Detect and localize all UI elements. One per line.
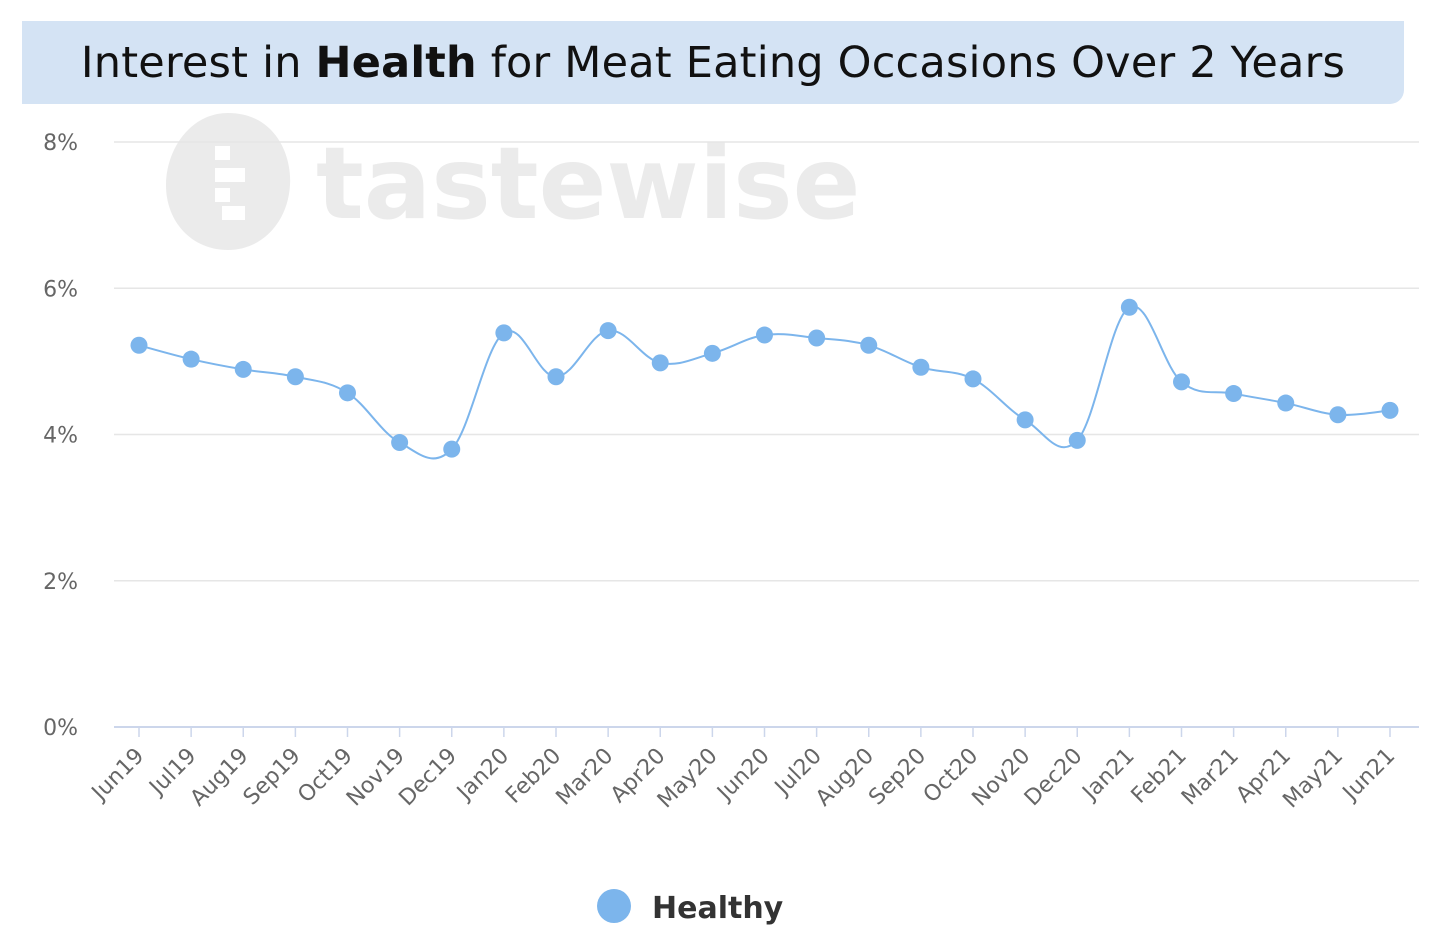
x-tick-label: Jan21 bbox=[1077, 744, 1140, 807]
y-tick-label: 0% bbox=[43, 716, 78, 741]
data-point-dec19[interactable] bbox=[443, 440, 461, 458]
chart-title-bold: Health bbox=[315, 37, 477, 88]
x-tick-label: Aug20 bbox=[811, 744, 879, 812]
data-point-aug20[interactable] bbox=[860, 336, 878, 354]
y-axis: 0% 2% 4% 6% 8% bbox=[43, 131, 78, 741]
legend-label-healthy[interactable]: Healthy bbox=[652, 891, 784, 926]
data-point-mar20[interactable] bbox=[599, 322, 617, 340]
grid-lines bbox=[114, 141, 1419, 728]
data-point-jan21[interactable] bbox=[1120, 298, 1138, 316]
data-point-feb21[interactable] bbox=[1173, 373, 1190, 391]
data-point-jul20[interactable] bbox=[808, 329, 826, 347]
data-point-apr21[interactable] bbox=[1277, 394, 1295, 412]
data-point-may20[interactable] bbox=[703, 344, 721, 362]
x-tick-label: Sep20 bbox=[864, 744, 931, 811]
x-tick-label: May20 bbox=[653, 744, 723, 814]
x-tick-label: Nov20 bbox=[968, 744, 1036, 812]
data-point-sep20[interactable] bbox=[912, 358, 930, 376]
watermark: tastewise bbox=[166, 113, 860, 250]
data-point-aug19[interactable] bbox=[234, 360, 252, 378]
series-healthy bbox=[130, 298, 1399, 460]
x-tick-label: Jun19 bbox=[86, 744, 149, 807]
data-point-jul19[interactable] bbox=[182, 350, 200, 368]
x-tick-label: Jun20 bbox=[712, 744, 775, 807]
legend-marker bbox=[597, 889, 631, 923]
tastewise-logo-icon bbox=[166, 113, 291, 250]
data-point-sep19[interactable] bbox=[286, 368, 304, 386]
data-point-feb20[interactable] bbox=[547, 368, 565, 386]
y-tick-label: 4% bbox=[43, 424, 78, 449]
data-point-mar21[interactable] bbox=[1225, 385, 1243, 403]
chart-title-banner: Interest in Health for Meat Eating Occas… bbox=[22, 21, 1404, 104]
data-point-jun19[interactable] bbox=[130, 336, 148, 354]
x-tick-label: Dec20 bbox=[1020, 744, 1088, 812]
legend[interactable]: Healthy bbox=[597, 889, 784, 926]
x-tick-label: Dec19 bbox=[394, 744, 462, 812]
x-tick-label: Mar20 bbox=[552, 744, 619, 811]
y-tick-label: 8% bbox=[43, 131, 78, 156]
x-tick-label: May21 bbox=[1278, 744, 1348, 814]
data-point-jan20[interactable] bbox=[495, 324, 513, 342]
y-tick-label: 2% bbox=[43, 570, 78, 595]
data-point-oct20[interactable] bbox=[964, 370, 982, 388]
x-tick-label: Aug19 bbox=[186, 744, 254, 812]
x-tick-label: Nov19 bbox=[342, 744, 410, 812]
x-axis: Jun19Jul19Aug19Sep19Oct19Nov19Dec19Jan20… bbox=[86, 727, 1400, 813]
y-tick-label: 6% bbox=[43, 277, 78, 302]
chart-title-suffix: for Meat Eating Occasions Over 2 Years bbox=[476, 37, 1346, 88]
data-point-dec20[interactable] bbox=[1068, 431, 1086, 449]
data-point-jun21[interactable] bbox=[1381, 401, 1399, 419]
data-point-nov19[interactable] bbox=[391, 434, 409, 452]
chart-title-prefix: Interest in bbox=[80, 37, 316, 88]
data-point-apr20[interactable] bbox=[651, 354, 669, 372]
data-point-oct19[interactable] bbox=[339, 384, 356, 402]
data-point-jun20[interactable] bbox=[756, 326, 773, 344]
x-tick-label: Jun21 bbox=[1337, 744, 1400, 807]
x-tick-label: Sep19 bbox=[239, 744, 306, 811]
data-point-may21[interactable] bbox=[1329, 406, 1347, 424]
data-point-nov20[interactable] bbox=[1016, 411, 1034, 429]
x-tick-label: Mar21 bbox=[1177, 744, 1244, 811]
x-tick-label: Jan20 bbox=[451, 744, 514, 807]
watermark-text: tastewise bbox=[316, 125, 860, 242]
